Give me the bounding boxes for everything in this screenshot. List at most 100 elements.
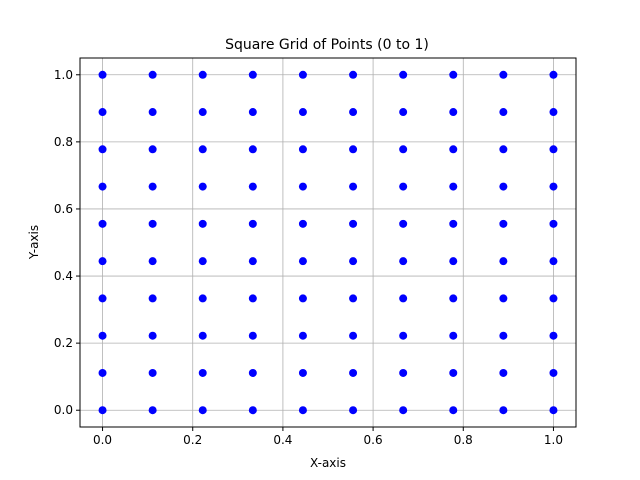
data-point: [298, 182, 307, 191]
data-point: [549, 145, 558, 154]
data-point: [549, 219, 558, 228]
data-point: [449, 145, 458, 154]
data-point: [349, 108, 358, 117]
chart-title: Square Grid of Points (0 to 1): [225, 37, 429, 53]
data-point: [499, 145, 508, 154]
data-point: [349, 182, 358, 191]
data-point: [499, 294, 508, 303]
data-point: [349, 70, 358, 79]
data-point: [148, 406, 157, 415]
data-point: [549, 406, 558, 415]
data-point: [98, 145, 107, 154]
x-axis-ticks: 0.0 0.2 0.4 0.6 0.8 1.0: [93, 427, 563, 447]
data-point: [449, 70, 458, 79]
data-point: [349, 145, 358, 154]
data-point: [298, 219, 307, 228]
data-point: [298, 368, 307, 377]
y-tick-label: 0.0: [54, 403, 73, 417]
data-point: [148, 182, 157, 191]
data-point: [98, 257, 107, 266]
data-point: [198, 70, 207, 79]
data-point: [549, 257, 558, 266]
data-point: [449, 294, 458, 303]
data-point: [399, 219, 408, 228]
data-point: [349, 219, 358, 228]
data-point: [449, 368, 458, 377]
data-point: [148, 294, 157, 303]
data-point: [148, 257, 157, 266]
data-point: [148, 368, 157, 377]
data-point: [499, 257, 508, 266]
data-point: [148, 331, 157, 340]
data-point: [198, 219, 207, 228]
data-point: [499, 182, 508, 191]
data-point: [198, 182, 207, 191]
data-point: [499, 331, 508, 340]
data-point: [248, 108, 257, 117]
data-point: [399, 406, 408, 415]
data-point: [98, 70, 107, 79]
data-point: [549, 108, 558, 117]
x-tick-label: 0.0: [93, 433, 112, 447]
data-point: [549, 70, 558, 79]
x-tick-label: 1.0: [544, 433, 563, 447]
data-point: [98, 331, 107, 340]
data-point: [399, 294, 408, 303]
x-tick-label: 0.8: [454, 433, 473, 447]
grid-lines: [80, 58, 576, 427]
data-point: [198, 368, 207, 377]
data-point: [349, 294, 358, 303]
data-point: [98, 219, 107, 228]
data-point: [98, 368, 107, 377]
y-tick-label: 0.6: [54, 202, 73, 216]
data-point: [399, 70, 408, 79]
data-point: [248, 70, 257, 79]
data-point: [198, 145, 207, 154]
data-point: [148, 108, 157, 117]
data-point: [298, 145, 307, 154]
data-point: [349, 257, 358, 266]
data-point: [198, 108, 207, 117]
data-point: [248, 145, 257, 154]
data-point: [98, 406, 107, 415]
data-point: [449, 331, 458, 340]
data-point: [248, 368, 257, 377]
data-point: [449, 257, 458, 266]
data-point: [198, 294, 207, 303]
y-tick-label: 0.8: [54, 135, 73, 149]
data-point: [298, 257, 307, 266]
data-point: [399, 145, 408, 154]
data-point: [248, 219, 257, 228]
data-point: [399, 368, 408, 377]
data-point: [449, 108, 458, 117]
data-point: [499, 219, 508, 228]
data-point: [298, 331, 307, 340]
data-point: [248, 294, 257, 303]
data-point: [98, 108, 107, 117]
data-point: [198, 331, 207, 340]
data-point: [248, 406, 257, 415]
data-point: [98, 182, 107, 191]
data-point: [349, 368, 358, 377]
x-tick-label: 0.2: [183, 433, 202, 447]
data-point: [248, 182, 257, 191]
data-point: [399, 182, 408, 191]
y-tick-label: 1.0: [54, 68, 73, 82]
data-point: [549, 331, 558, 340]
data-point: [198, 257, 207, 266]
data-point: [148, 145, 157, 154]
y-axis-label: Y-axis: [27, 225, 41, 260]
data-point: [298, 70, 307, 79]
data-point: [198, 406, 207, 415]
data-point: [298, 108, 307, 117]
data-point: [549, 294, 558, 303]
y-tick-label: 0.4: [54, 269, 73, 283]
data-point: [248, 331, 257, 340]
data-point: [248, 257, 257, 266]
data-point: [148, 70, 157, 79]
data-point: [449, 219, 458, 228]
data-point: [349, 331, 358, 340]
data-point: [499, 70, 508, 79]
data-point: [499, 108, 508, 117]
